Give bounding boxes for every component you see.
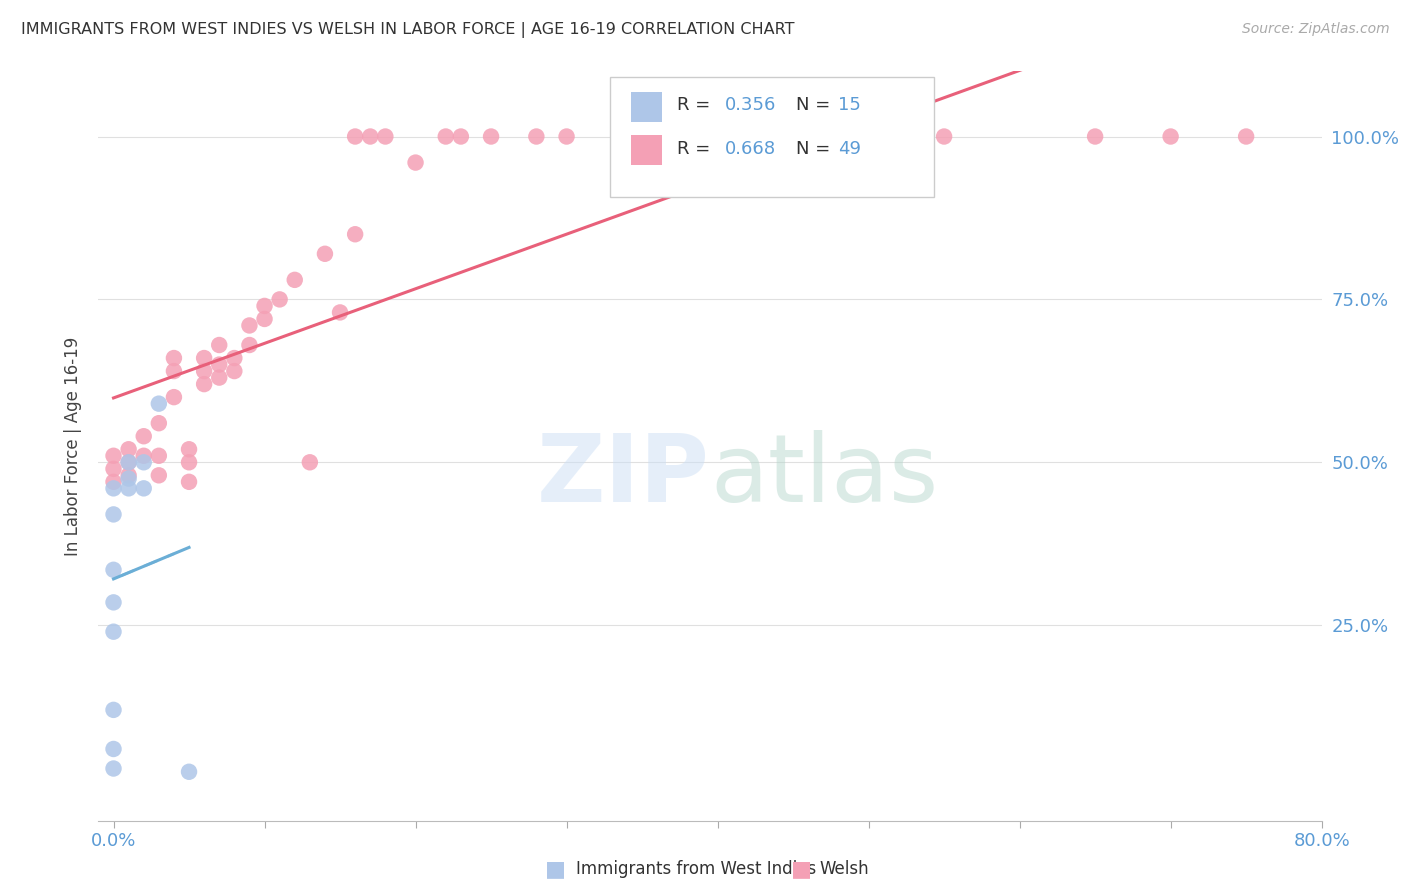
Text: 15: 15 [838,96,862,114]
Point [103,481,125,495]
Point [177,475,200,489]
Point [117,468,139,483]
Text: IMMIGRANTS FROM WEST INDIES VS WELSH IN LABOR FORCE | AGE 16-19 CORRELATION CHAR: IMMIGRANTS FROM WEST INDIES VS WELSH IN … [21,22,794,38]
Point [148,468,170,483]
Point [193,351,215,365]
Point [132,481,155,495]
Point [103,508,125,522]
Point [117,472,139,486]
Point [405,155,427,169]
Point [117,481,139,495]
Point [434,129,457,144]
Point [344,227,367,242]
Point [103,703,125,717]
Point [177,764,200,779]
Point [103,624,125,639]
Text: Immigrants from West Indies: Immigrants from West Indies [576,860,817,878]
Point [374,129,396,144]
Point [177,442,200,457]
Point [163,364,186,378]
Text: ZIP: ZIP [537,430,710,522]
Text: 49: 49 [838,139,862,158]
Point [148,416,170,430]
Point [103,762,125,776]
Point [208,338,231,352]
Point [224,364,246,378]
Text: Welsh: Welsh [820,860,869,878]
Point [329,305,352,319]
Point [298,455,321,469]
Point [706,129,728,144]
Text: ■: ■ [546,859,565,879]
Point [208,358,231,372]
Point [253,312,276,326]
Text: R =: R = [678,139,716,158]
Y-axis label: In Labor Force | Age 16-19: In Labor Force | Age 16-19 [63,336,82,556]
Text: N =: N = [796,139,835,158]
Point [103,449,125,463]
Text: N =: N = [796,96,835,114]
Point [314,247,336,261]
Point [132,455,155,469]
Point [1160,129,1182,144]
Point [148,449,170,463]
Point [284,273,307,287]
Point [177,455,200,469]
Point [450,129,472,144]
Point [238,338,260,352]
Text: R =: R = [678,96,716,114]
Point [193,377,215,392]
Point [932,129,955,144]
Point [103,475,125,489]
Point [103,742,125,756]
Text: 0.668: 0.668 [724,139,776,158]
Point [238,318,260,333]
FancyBboxPatch shape [630,92,662,121]
Point [148,397,170,411]
Point [103,595,125,609]
Point [359,129,381,144]
Point [163,351,186,365]
Point [132,449,155,463]
Text: 0.356: 0.356 [724,96,776,114]
Text: ■: ■ [792,859,811,879]
Point [1084,129,1107,144]
Point [117,455,139,469]
Point [224,351,246,365]
Point [208,370,231,384]
Point [117,442,139,457]
Point [479,129,502,144]
Point [117,455,139,469]
Point [555,129,578,144]
Point [103,462,125,476]
FancyBboxPatch shape [630,135,662,165]
Point [253,299,276,313]
Point [163,390,186,404]
Point [193,364,215,378]
Text: atlas: atlas [710,430,938,522]
Point [524,129,547,144]
Point [1234,129,1257,144]
Point [103,563,125,577]
Point [132,429,155,443]
Point [269,293,291,307]
FancyBboxPatch shape [610,77,934,197]
Point [344,129,367,144]
Text: Source: ZipAtlas.com: Source: ZipAtlas.com [1241,22,1389,37]
